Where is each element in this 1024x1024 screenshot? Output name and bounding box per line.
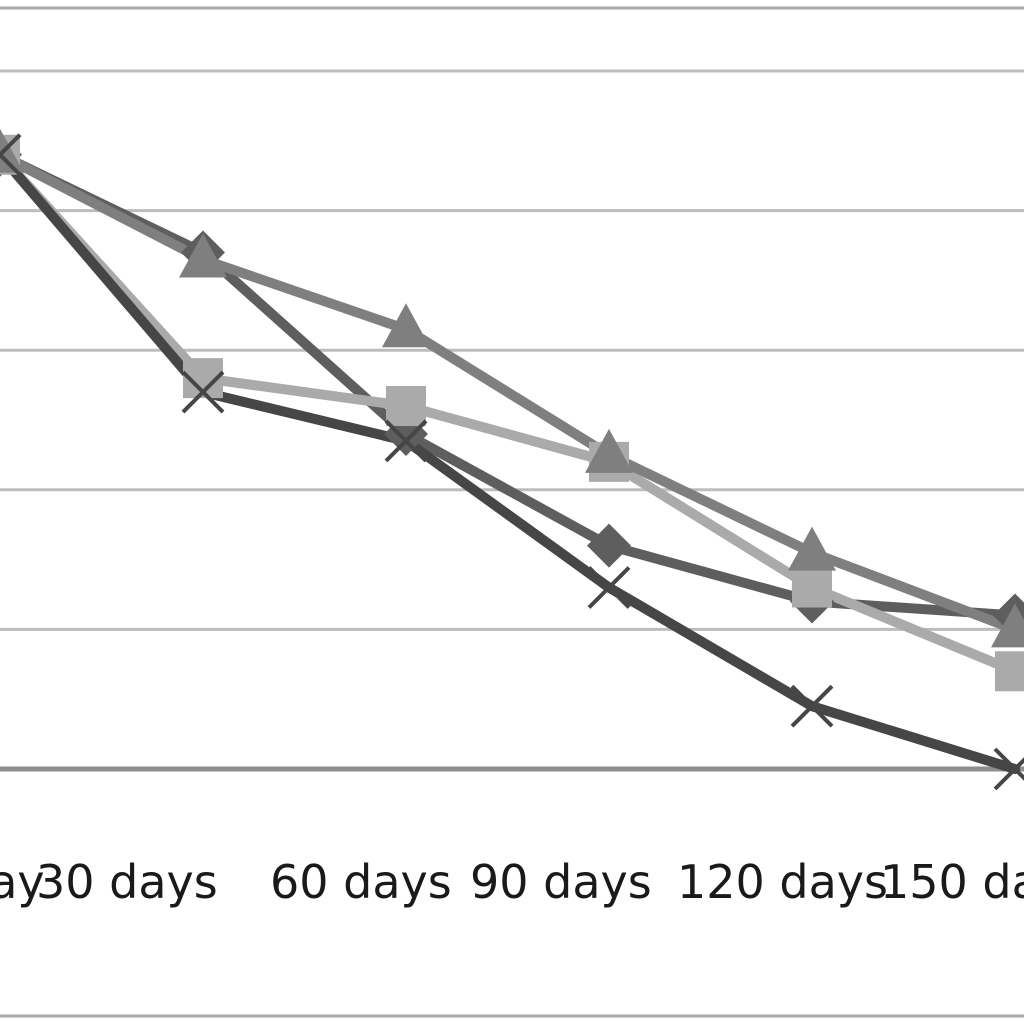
series-line-3 [0,149,1020,635]
x-tick-label: 60 days [270,855,452,909]
data-point-s2-120-days [792,567,832,608]
data-point-s4-day [0,133,22,177]
data-point-s4-90-days [587,566,631,609]
series-lines [0,149,1020,774]
data-point-s3-30-days [179,233,227,278]
data-point-s2-150-days [995,651,1024,692]
data-point-s3-60-days [382,303,430,348]
data-point-s3-90-days [585,428,633,473]
data-point-s3-120-days [788,526,836,571]
series-line-4 [0,149,1020,774]
data-point-s4-60-days [384,419,428,463]
data-point-s1-90-days [587,523,631,568]
data-point-s4-30-days [181,370,225,414]
x-tick-label: 150 days [880,855,1024,909]
x-tick-label: 120 days [677,855,888,909]
data-point-s4-150-days [993,747,1024,791]
x-tick-label: 90 days [470,855,652,909]
data-point-s4-120-days [790,684,834,728]
series-line-1 [0,149,1020,621]
series-line-2 [0,149,1020,677]
x-tick-label: 30 days [36,855,218,909]
series-markers [0,128,1024,791]
data-point-s2-60-days [386,386,426,427]
data-point-s3-150-days [991,603,1024,648]
x-tick-label: day [0,855,45,909]
